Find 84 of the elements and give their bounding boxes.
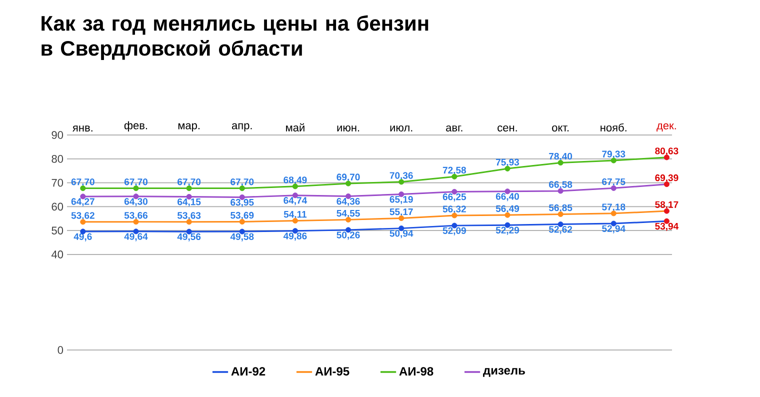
data-label: 67,70 [178,178,201,187]
y-tick-label: 90 [52,131,64,139]
point [610,210,616,216]
data-label: 54,55 [336,210,360,218]
y-tick-label: 70 [52,178,64,187]
point [452,174,458,180]
data-label: 52,29 [496,226,520,235]
y-tick-label: 80 [52,154,64,163]
data-label: 49,56 [177,233,201,242]
x-tick-label: сен. [498,125,517,132]
data-label: 66,40 [496,193,519,202]
x-tick-label: окт. [552,125,569,132]
data-label: 52,09 [442,227,466,236]
data-label: 49,58 [230,233,254,242]
data-label: 49,64 [124,233,148,242]
data-label: 53,94 [655,222,679,231]
chart-title: Как за год менялись цены на бензин в Свердловской области [42,15,428,60]
data-label: 57,18 [602,204,626,212]
legend-label: АИ-98 [399,367,434,376]
data-label: 67,70 [124,178,148,187]
data-label: 64,30 [124,198,148,206]
data-label: 65,19 [390,196,413,204]
x-tick-label: янв. [72,126,92,132]
data-label: 69,39 [655,174,678,183]
data-label: 80,63 [655,148,678,156]
data-label: 50,26 [336,232,360,240]
point [345,180,352,186]
data-label: 49,86 [283,232,307,241]
data-label: 53,62 [71,212,94,220]
data-label: 50,94 [390,230,414,238]
data-label: 70,36 [390,172,413,180]
data-label: 54,11 [284,211,307,220]
data-label: 72,58 [442,166,466,175]
data-label: 66,25 [442,193,466,202]
x-tick-label: авг. [446,125,462,132]
point [610,158,616,164]
data-label: 53,69 [230,212,254,220]
data-label: 64,36 [336,198,360,206]
data-label: 78,40 [549,152,572,162]
data-label: 53,66 [124,212,148,220]
legend-label: АИ-95 [315,367,350,376]
data-label: 56,32 [442,206,466,214]
point [186,219,192,225]
legend-label: АИ-92 [231,367,266,376]
data-label: 69,70 [336,174,360,182]
data-label: 68,49 [284,176,307,185]
data-label: 52,94 [602,225,626,234]
data-label: 63,95 [230,198,254,208]
x-tick-label: дек. [656,123,676,132]
y-tick-label: 50 [52,226,64,234]
data-label: 55,17 [390,208,413,217]
point [558,188,564,194]
data-label: 67,75 [602,178,626,186]
point [292,184,298,190]
x-tick-label: нояб. [600,123,626,132]
data-label: 56,49 [496,205,520,214]
x-tick-label: июл. [390,125,412,132]
x-tick-label: мар. [178,123,200,132]
data-label: 75,93 [496,158,520,167]
data-label: 49,6 [74,233,92,242]
x-tick-label: фев. [124,121,148,132]
data-label: 67,70 [230,178,254,187]
x-tick-label: июн. [337,125,360,132]
y-tick-label: 40 [51,250,64,258]
data-label: 53,63 [177,212,201,220]
point [133,219,139,225]
data-label: 79,33 [602,150,626,159]
data-label: 64,27 [71,198,94,206]
data-label: 67,70 [71,178,94,187]
point [664,154,670,160]
data-label: 64,74 [284,197,308,206]
data-label: 56,85 [548,204,572,212]
data-label: 52,62 [548,226,572,234]
y-tick-label: 0 [58,346,64,354]
point [398,179,404,185]
x-tick-label: май [286,123,304,132]
y-tick-label: 60 [52,202,64,211]
point [452,212,458,218]
data-label: 58,17 [655,201,678,210]
data-label: 66,58 [549,181,572,190]
x-tick-label: апр. [232,123,252,132]
point [80,219,86,225]
data-label: 64,15 [178,198,201,207]
legend-label: дизель [483,368,525,377]
